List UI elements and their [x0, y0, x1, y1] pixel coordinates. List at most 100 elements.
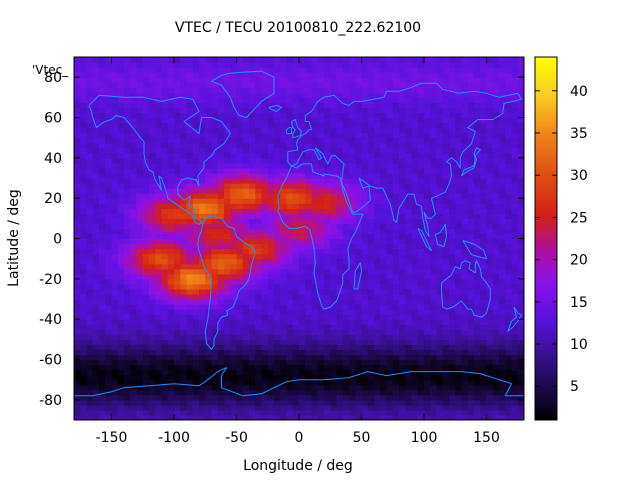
heatmap-cell: [174, 359, 181, 366]
heatmap-cell: [361, 162, 369, 169]
heatmap-cell: [111, 152, 119, 159]
heatmap-cell: [80, 172, 88, 179]
heatmap-cell: [349, 329, 356, 335]
heatmap-cell: [99, 77, 106, 83]
heatmap-cell: [417, 72, 425, 78]
heatmap-cell: [305, 248, 313, 255]
heatmap-cell: [167, 414, 175, 420]
heatmap-cell: [492, 172, 500, 179]
heatmap-cell: [105, 339, 113, 345]
heatmap-cell: [274, 67, 281, 73]
heatmap-cell: [211, 157, 219, 164]
heatmap-cell: [236, 394, 244, 401]
heatmap-cell: [361, 82, 369, 88]
heatmap-cell: [192, 213, 200, 219]
heatmap-cell: [117, 369, 125, 376]
heatmap-cell: [230, 203, 238, 209]
heatmap-cell: [280, 233, 288, 240]
heatmap-cell: [399, 233, 406, 240]
heatmap-cell: [499, 273, 506, 280]
heatmap-cell: [392, 324, 400, 330]
heatmap-cell: [155, 223, 163, 230]
heatmap-cell: [299, 228, 306, 235]
heatmap-cell: [255, 62, 263, 68]
heatmap-cell: [361, 288, 369, 295]
heatmap-cell: [155, 253, 163, 260]
heatmap-cell: [286, 349, 294, 356]
heatmap-cell: [280, 414, 288, 420]
heatmap-cell: [367, 344, 375, 351]
heatmap-cell: [242, 77, 250, 83]
heatmap-cell: [224, 117, 231, 124]
heatmap-cell: [386, 218, 394, 224]
heatmap-cell: [86, 309, 94, 315]
heatmap-cell: [317, 127, 325, 134]
heatmap-cell: [499, 278, 506, 285]
heatmap-cell: [86, 162, 94, 169]
heatmap-cell: [417, 409, 425, 416]
heatmap-cell: [324, 213, 331, 219]
heatmap-cell: [474, 339, 481, 345]
heatmap-cell: [480, 404, 488, 411]
heatmap-cell: [142, 193, 150, 199]
heatmap-cell: [361, 359, 369, 366]
heatmap-cell: [374, 268, 381, 275]
heatmap-cell: [430, 329, 438, 335]
heatmap-cell: [217, 117, 225, 124]
heatmap-cell: [430, 364, 438, 371]
heatmap-cell: [286, 268, 294, 275]
heatmap-cell: [474, 288, 481, 295]
heatmap-cell: [92, 319, 100, 325]
heatmap-cell: [86, 253, 94, 260]
heatmap-cell: [149, 188, 156, 194]
heatmap-cell: [442, 359, 450, 366]
heatmap-cell: [86, 314, 94, 320]
heatmap-cell: [180, 334, 188, 340]
heatmap-cell: [124, 178, 131, 184]
heatmap-cell: [492, 354, 500, 361]
heatmap-cell: [292, 77, 300, 83]
heatmap-cell: [249, 172, 256, 179]
heatmap-cell: [205, 57, 213, 63]
heatmap-cell: [374, 379, 381, 386]
heatmap-cell: [92, 253, 100, 260]
heatmap-cell: [305, 288, 313, 295]
heatmap-cell: [449, 127, 456, 134]
heatmap-cell: [480, 359, 488, 366]
heatmap-cell: [92, 304, 100, 310]
heatmap-cell: [492, 208, 500, 214]
heatmap-cell: [92, 339, 100, 345]
heatmap-cell: [286, 319, 294, 325]
heatmap-cell: [105, 394, 113, 401]
heatmap-cell: [411, 218, 419, 224]
heatmap-cell: [430, 228, 438, 235]
heatmap-cell: [305, 414, 313, 420]
heatmap-cell: [186, 162, 194, 169]
heatmap-cell: [224, 283, 231, 290]
heatmap-cell: [274, 162, 281, 169]
heatmap-cell: [167, 248, 175, 255]
heatmap-cell: [117, 137, 125, 144]
heatmap-cell: [424, 147, 431, 154]
heatmap-cell: [161, 157, 169, 164]
heatmap-cell: [124, 314, 131, 320]
heatmap-cell: [111, 414, 119, 420]
heatmap-cell: [436, 243, 444, 250]
heatmap-cell: [242, 394, 250, 401]
heatmap-cell: [386, 67, 394, 73]
heatmap-cell: [492, 233, 500, 240]
heatmap-cell: [424, 248, 431, 255]
heatmap-cell: [124, 127, 131, 134]
heatmap-cell: [417, 213, 425, 219]
heatmap-cell: [280, 122, 288, 129]
heatmap-cell: [342, 72, 350, 78]
heatmap-cell: [317, 67, 325, 73]
heatmap-cell: [124, 223, 131, 230]
heatmap-cell: [292, 258, 300, 265]
heatmap-cell: [105, 72, 113, 78]
heatmap-cell: [86, 414, 94, 420]
heatmap-cell: [92, 309, 100, 315]
heatmap-cell: [142, 178, 150, 184]
heatmap-cell: [255, 137, 263, 144]
heatmap-cell: [317, 268, 325, 275]
